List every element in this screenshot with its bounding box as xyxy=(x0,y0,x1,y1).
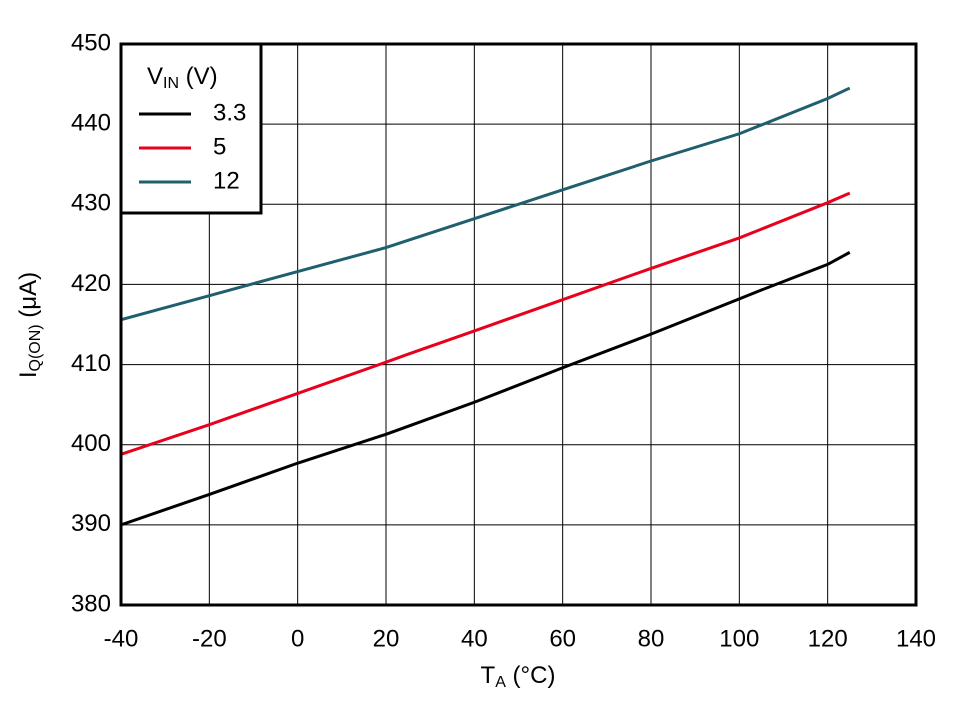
y-label-sub: Q(ON) xyxy=(27,324,44,371)
x-tick-label: 60 xyxy=(549,625,576,652)
x-axis-label: TA (°C) xyxy=(481,662,556,691)
x-tick-label: 0 xyxy=(291,625,304,652)
x-tick-label: 120 xyxy=(808,625,848,652)
x-tick-label: 40 xyxy=(461,625,488,652)
y-label-main: I xyxy=(15,371,42,378)
y-tick-label: 400 xyxy=(71,430,111,457)
legend-title-unit: (V) xyxy=(179,63,218,90)
y-tick-label: 380 xyxy=(71,590,111,617)
y-tick-label: 430 xyxy=(71,190,111,217)
y-tick-label: 450 xyxy=(71,29,111,56)
legend-box xyxy=(119,42,263,215)
series-line xyxy=(120,251,851,527)
legend-title: VIN (V) xyxy=(147,63,218,92)
y-axis-label: IQ(ON) (μA) xyxy=(15,272,44,378)
plot-frame xyxy=(119,42,918,607)
x-tick-label: -40 xyxy=(104,625,139,652)
legend: VIN (V) 3.3 5 12 xyxy=(119,42,263,215)
legend-title-sub: IN xyxy=(163,75,179,92)
series-line xyxy=(120,86,851,322)
legend-label: 3.3 xyxy=(213,99,246,126)
x-tick-label: 100 xyxy=(719,625,759,652)
x-label-main: T xyxy=(481,662,496,689)
legend-title-main: V xyxy=(147,63,163,90)
y-tick-label: 410 xyxy=(71,350,111,377)
x-tick-label: 80 xyxy=(638,625,665,652)
y-tick-label: 390 xyxy=(71,510,111,537)
legend-label: 12 xyxy=(213,167,240,194)
x-label-sub: A xyxy=(495,674,506,691)
y-tick-label: 440 xyxy=(71,109,111,136)
x-tick-label: 20 xyxy=(373,625,400,652)
y-label-unit: (μA) xyxy=(15,272,42,325)
x-label-unit: (°C) xyxy=(506,662,556,689)
x-tick-label: 140 xyxy=(896,625,936,652)
x-tick-label: -20 xyxy=(192,625,227,652)
series-line xyxy=(120,191,851,456)
y-tick-label: 420 xyxy=(71,270,111,297)
legend-label: 5 xyxy=(213,133,226,160)
